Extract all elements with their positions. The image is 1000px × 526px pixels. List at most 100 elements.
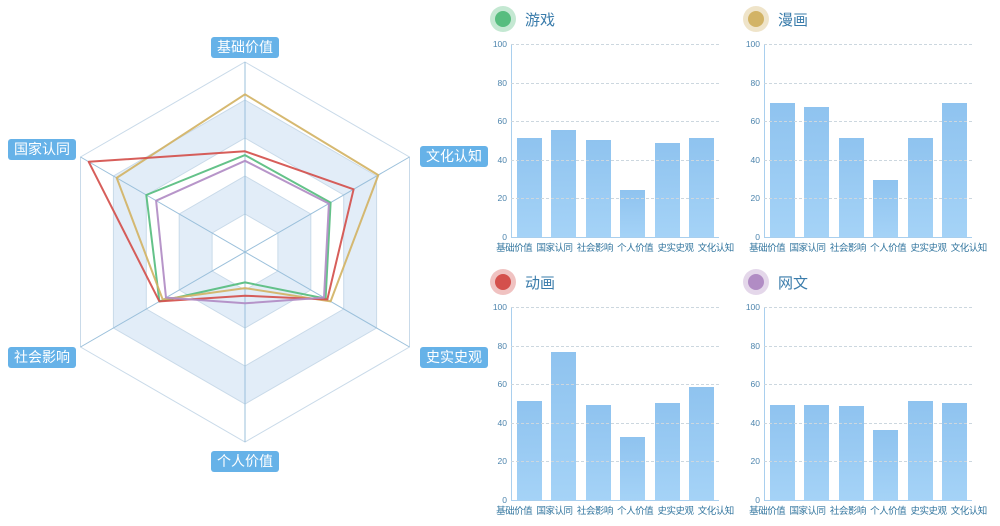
bar-0[interactable] bbox=[516, 137, 542, 238]
bar-plot-area[interactable]: 0 20 40 60 80 100 bbox=[493, 39, 719, 242]
bar-1[interactable] bbox=[804, 106, 830, 238]
gridline bbox=[764, 82, 972, 84]
radar-axis-label: 史实史观 bbox=[420, 347, 488, 368]
gridline bbox=[511, 44, 719, 45]
bar-0[interactable] bbox=[769, 404, 795, 501]
chart-legend: 游戏 bbox=[490, 6, 555, 32]
x-axis-label: 基础价值 bbox=[749, 243, 786, 254]
bar-4[interactable] bbox=[907, 137, 933, 238]
bar-3[interactable] bbox=[873, 180, 899, 238]
x-axis-labels: 基础价值 国家认同 社会影响 个人价值 史实史观 文化认知 bbox=[747, 240, 989, 254]
x-axis-label: 国家认同 bbox=[789, 243, 826, 254]
x-axis-labels: 基础价值 国家认同 社会影响 个人价值 史实史观 文化认知 bbox=[747, 503, 989, 517]
legend-marker-icon[interactable] bbox=[743, 269, 769, 295]
x-axis-label: 基础价值 bbox=[749, 506, 786, 517]
x-axis-label: 社会影响 bbox=[829, 243, 867, 254]
bar-2[interactable] bbox=[838, 137, 864, 238]
radar-axis-label: 个人价值 bbox=[211, 451, 279, 472]
x-axis-label: 史实史观 bbox=[657, 243, 694, 254]
x-axis-label: 文化认知 bbox=[950, 506, 988, 517]
bar-1[interactable] bbox=[551, 129, 577, 238]
bar-0[interactable] bbox=[769, 102, 795, 238]
x-axis-label: 基础价值 bbox=[496, 506, 533, 517]
bar-2[interactable] bbox=[585, 139, 611, 238]
chart-legend: 网文 bbox=[743, 269, 808, 295]
radar-series-0[interactable] bbox=[145, 154, 332, 303]
y-axis-tick: 40 bbox=[750, 154, 760, 165]
radar-canvas bbox=[80, 61, 410, 443]
bar-plot-area[interactable]: 0 20 40 60 80 100 bbox=[746, 302, 972, 505]
bar-1[interactable] bbox=[551, 352, 577, 501]
y-axis-tick: 60 bbox=[497, 379, 507, 390]
bar-5[interactable] bbox=[689, 387, 715, 501]
bar-4[interactable] bbox=[654, 402, 680, 501]
gridline bbox=[764, 198, 972, 200]
gridline bbox=[764, 384, 972, 386]
bar-4[interactable] bbox=[654, 143, 680, 238]
gridline bbox=[764, 461, 972, 463]
x-axis-label: 基础价值 bbox=[496, 243, 533, 254]
radar-series-1[interactable] bbox=[115, 93, 380, 303]
bar-4[interactable] bbox=[907, 400, 933, 501]
y-axis-tick: 20 bbox=[750, 193, 760, 204]
radar-series-2[interactable] bbox=[87, 150, 355, 303]
x-axis-label: 国家认同 bbox=[536, 243, 573, 254]
radar-axis-label: 基础价值 bbox=[211, 37, 279, 58]
gridline bbox=[764, 44, 972, 45]
bar-1[interactable] bbox=[804, 404, 830, 501]
bar-2[interactable] bbox=[838, 406, 864, 501]
gridline bbox=[511, 461, 719, 463]
radar-series-3[interactable] bbox=[155, 159, 330, 305]
radar-chart: 基础价值 文化认知 史实史观 个人价值 社会影响 国家认同 bbox=[0, 0, 488, 526]
radar-axis-label: 社会影响 bbox=[8, 347, 76, 368]
chart-title: 动画 bbox=[525, 274, 556, 292]
x-axis-label: 社会影响 bbox=[829, 506, 867, 517]
bar-2[interactable] bbox=[585, 404, 611, 501]
chart-title: 网文 bbox=[778, 274, 809, 292]
x-axis-label: 文化认知 bbox=[697, 506, 735, 517]
bars-container bbox=[512, 308, 719, 501]
bar-5[interactable] bbox=[942, 102, 968, 238]
x-axis-line bbox=[764, 237, 972, 238]
y-axis-tick: 0 bbox=[755, 495, 760, 505]
y-axis-line bbox=[511, 308, 512, 501]
bar-3[interactable] bbox=[620, 189, 646, 238]
y-axis-line bbox=[764, 308, 765, 501]
y-axis-tick: 60 bbox=[497, 116, 507, 127]
bar-plot-area[interactable]: 0 20 40 60 80 100 bbox=[746, 39, 972, 242]
y-axis-tick: 80 bbox=[497, 340, 507, 351]
chart-legend: 漫画 bbox=[743, 6, 808, 32]
chart-panel-animation: 动画 0 20 40 60 80 100 基础价值 国家认同 社会影响 个人价值 史实史观 文化认知 bbox=[480, 263, 734, 526]
radar-axis-label: 国家认同 bbox=[8, 139, 76, 160]
legend-marker-icon[interactable] bbox=[490, 6, 516, 32]
gridline bbox=[764, 422, 972, 424]
bar-5[interactable] bbox=[689, 137, 715, 238]
y-axis-tick: 100 bbox=[745, 39, 760, 49]
y-axis-tick: 40 bbox=[497, 417, 507, 428]
bar-3[interactable] bbox=[620, 437, 646, 501]
y-axis-tick: 60 bbox=[750, 116, 760, 127]
x-axis-line bbox=[764, 500, 972, 501]
gridline bbox=[764, 307, 972, 308]
y-axis-tick: 100 bbox=[492, 39, 507, 49]
x-axis-label: 国家认同 bbox=[789, 506, 826, 517]
x-axis-label: 社会影响 bbox=[576, 243, 614, 254]
legend-marker-icon[interactable] bbox=[490, 269, 516, 295]
x-axis-label: 国家认同 bbox=[536, 506, 573, 517]
legend-marker-icon[interactable] bbox=[743, 6, 769, 32]
bars-container bbox=[765, 308, 972, 501]
chart-panel-game: 游戏 0 20 40 60 80 100 基础价值 国家认同 社会影响 个人价值 史实史观 文化认知 bbox=[480, 0, 734, 263]
x-axis-label: 史实史观 bbox=[910, 243, 947, 254]
bar-0[interactable] bbox=[516, 400, 542, 501]
y-axis-line bbox=[511, 45, 512, 238]
y-axis-tick: 0 bbox=[755, 232, 760, 242]
bar-3[interactable] bbox=[873, 429, 899, 501]
y-axis-tick: 20 bbox=[497, 456, 507, 467]
chart-panel-comic: 漫画 0 20 40 60 80 100 基础价值 国家认同 社会影响 个人价值 史实史观 文化认知 bbox=[733, 0, 987, 263]
bar-5[interactable] bbox=[942, 402, 968, 501]
y-axis-tick: 100 bbox=[492, 302, 507, 312]
radar-axis-label: 文化认知 bbox=[420, 146, 488, 167]
y-axis-tick: 80 bbox=[750, 340, 760, 351]
radar-axis-line bbox=[80, 156, 410, 348]
bar-plot-area[interactable]: 0 20 40 60 80 100 bbox=[493, 302, 719, 505]
